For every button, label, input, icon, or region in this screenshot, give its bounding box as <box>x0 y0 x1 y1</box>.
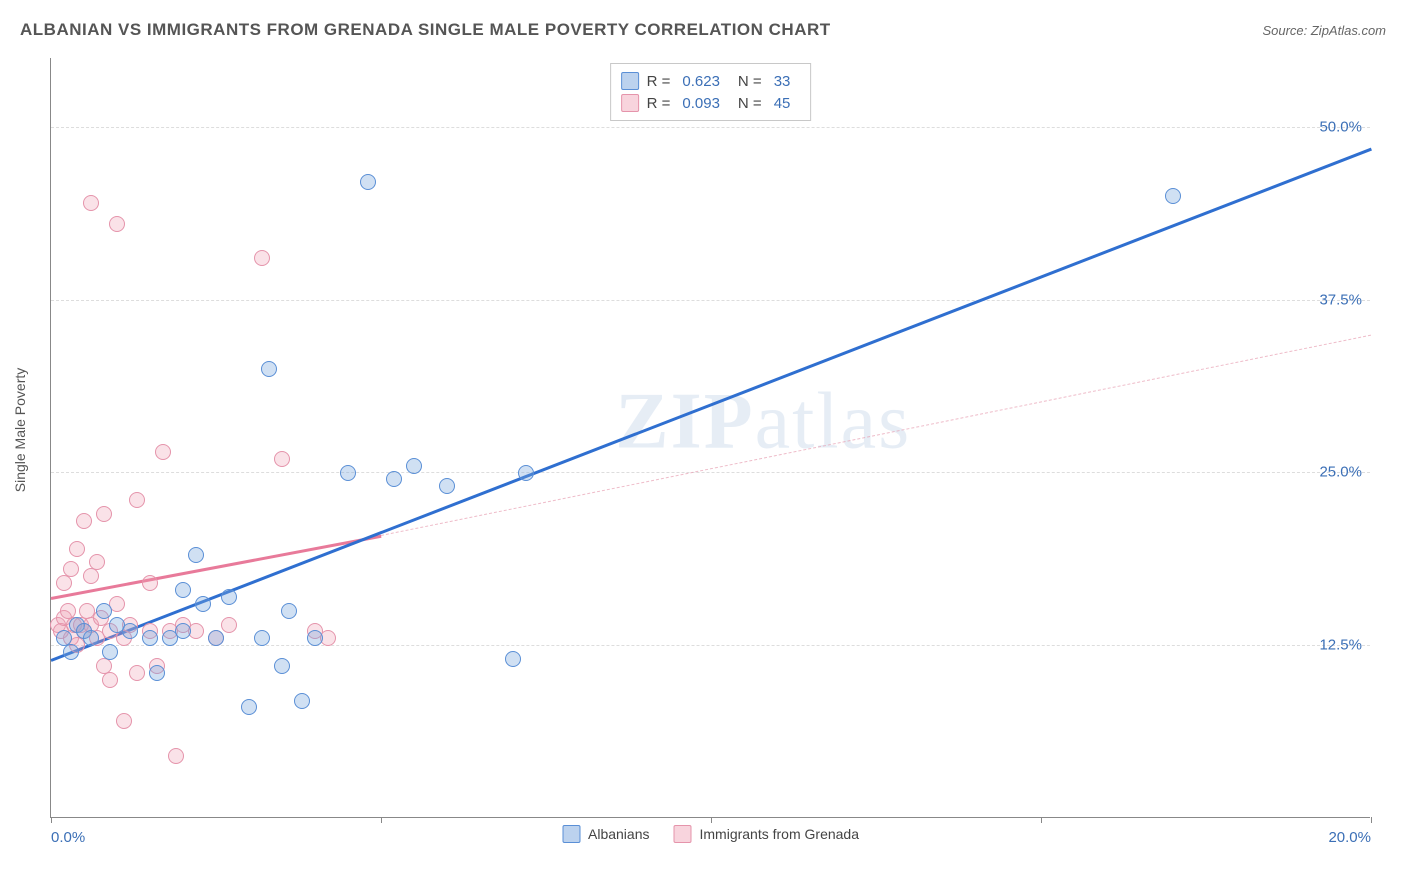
r-label: R = <box>647 95 671 112</box>
stats-row-pink: R = 0.093 N = 45 <box>621 92 801 114</box>
data-point <box>102 644 118 660</box>
series-item-pink: Immigrants from Grenada <box>674 825 860 843</box>
series-item-blue: Albanians <box>562 825 650 843</box>
data-point <box>69 541 85 557</box>
data-point <box>102 672 118 688</box>
trend-line <box>381 334 1371 535</box>
watermark-bold: ZIP <box>615 378 754 466</box>
data-point <box>122 623 138 639</box>
data-point <box>76 513 92 529</box>
chart-source: Source: ZipAtlas.com <box>1262 23 1386 38</box>
data-point <box>116 713 132 729</box>
x-tick-label: 20.0% <box>1328 829 1371 846</box>
data-point <box>360 174 376 190</box>
data-point <box>505 651 521 667</box>
data-point <box>294 693 310 709</box>
swatch-blue-icon <box>562 825 580 843</box>
data-point <box>254 630 270 646</box>
gridline <box>51 127 1370 128</box>
swatch-blue-icon <box>621 72 639 90</box>
y-tick-label: 50.0% <box>1319 119 1362 136</box>
data-point <box>96 603 112 619</box>
data-point <box>109 216 125 232</box>
data-point <box>83 195 99 211</box>
data-point <box>221 617 237 633</box>
data-point <box>83 630 99 646</box>
data-point <box>56 575 72 591</box>
y-tick-label: 37.5% <box>1319 291 1362 308</box>
plot-area: ZIPatlas R = 0.623 N = 33 R = 0.093 N = … <box>50 58 1370 818</box>
gridline <box>51 645 1370 646</box>
data-point <box>96 506 112 522</box>
x-tick-mark <box>51 817 52 823</box>
data-point <box>83 568 99 584</box>
x-tick-label: 0.0% <box>51 829 85 846</box>
data-point <box>406 458 422 474</box>
data-point <box>129 665 145 681</box>
stats-row-blue: R = 0.623 N = 33 <box>621 70 801 92</box>
data-point <box>254 250 270 266</box>
x-tick-mark <box>1041 817 1042 823</box>
data-point <box>168 748 184 764</box>
data-point <box>1165 188 1181 204</box>
x-tick-mark <box>381 817 382 823</box>
r-value-pink: 0.093 <box>682 95 720 112</box>
data-point <box>155 444 171 460</box>
y-tick-label: 12.5% <box>1319 637 1362 654</box>
data-point <box>208 630 224 646</box>
data-point <box>175 582 191 598</box>
data-point <box>63 561 79 577</box>
data-point <box>175 623 191 639</box>
n-value-blue: 33 <box>774 73 791 90</box>
chart-header: ALBANIAN VS IMMIGRANTS FROM GRENADA SING… <box>20 20 1386 40</box>
stats-legend: R = 0.623 N = 33 R = 0.093 N = 45 <box>610 63 812 121</box>
series-legend: Albanians Immigrants from Grenada <box>562 825 859 843</box>
y-axis-label: Single Male Poverty <box>12 368 28 493</box>
data-point <box>221 589 237 605</box>
data-point <box>518 465 534 481</box>
data-point <box>195 596 211 612</box>
trend-line <box>50 148 1371 662</box>
series-label-pink: Immigrants from Grenada <box>700 826 860 842</box>
data-point <box>129 492 145 508</box>
data-point <box>274 451 290 467</box>
data-point <box>340 465 356 481</box>
data-point <box>89 554 105 570</box>
x-tick-mark <box>711 817 712 823</box>
data-point <box>188 547 204 563</box>
n-label: N = <box>738 95 762 112</box>
data-point <box>307 630 323 646</box>
y-tick-label: 25.0% <box>1319 464 1362 481</box>
series-label-blue: Albanians <box>588 826 650 842</box>
data-point <box>439 478 455 494</box>
gridline <box>51 472 1370 473</box>
n-label: N = <box>738 73 762 90</box>
n-value-pink: 45 <box>774 95 791 112</box>
gridline <box>51 300 1370 301</box>
swatch-pink-icon <box>621 94 639 112</box>
r-value-blue: 0.623 <box>682 73 720 90</box>
chart-title: ALBANIAN VS IMMIGRANTS FROM GRENADA SING… <box>20 20 831 40</box>
swatch-pink-icon <box>674 825 692 843</box>
r-label: R = <box>647 73 671 90</box>
data-point <box>386 471 402 487</box>
data-point <box>63 644 79 660</box>
data-point <box>142 630 158 646</box>
watermark-thin: atlas <box>755 378 912 466</box>
x-tick-mark <box>1371 817 1372 823</box>
data-point <box>149 665 165 681</box>
data-point <box>281 603 297 619</box>
data-point <box>241 699 257 715</box>
data-point <box>261 361 277 377</box>
data-point <box>142 575 158 591</box>
data-point <box>274 658 290 674</box>
